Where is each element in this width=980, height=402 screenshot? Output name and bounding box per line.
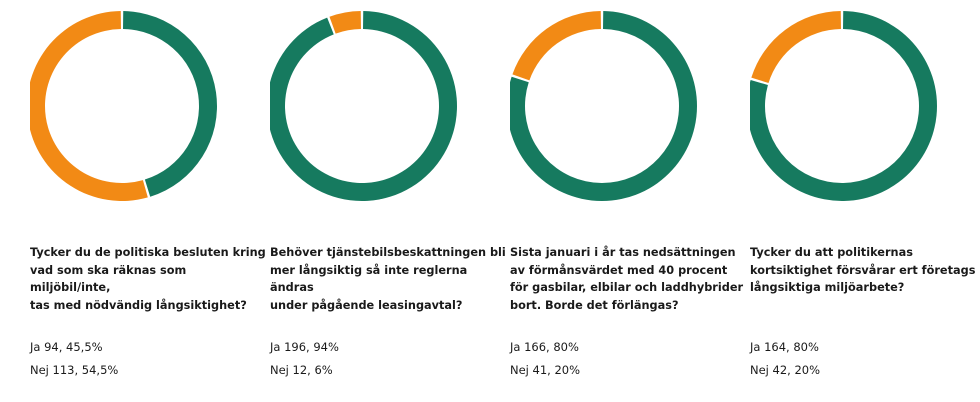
question-text-1: Tycker du de politiska besluten kring va… bbox=[30, 246, 266, 312]
question-text-2: Behöver tjänstebilsbeskattningen bli mer… bbox=[270, 246, 506, 312]
answer-nej-4: Nej 42, 20% bbox=[750, 363, 821, 377]
donut-panel-4: Tycker du att politikernas kortsiktighet… bbox=[750, 0, 980, 402]
donut-panel-3: Sista januari i år tas nedsättningen av … bbox=[510, 0, 750, 402]
answer-list-4: Ja 164, 80% Nej 42, 20% bbox=[750, 336, 820, 382]
donut-chart-4 bbox=[750, 11, 937, 201]
answer-ja-4: Ja 164, 80% bbox=[750, 340, 819, 354]
donut-2-slice-nej bbox=[329, 11, 361, 34]
question-text-4: Tycker du att politikernas kortsiktighet… bbox=[750, 246, 976, 294]
answer-ja-3: Ja 166, 80% bbox=[510, 340, 579, 354]
donut-panel-2: Behöver tjänstebilsbeskattningen bli mer… bbox=[270, 0, 510, 402]
donut-panel-1: Tycker du de politiska besluten kring va… bbox=[30, 0, 270, 402]
answer-nej-1: Nej 113, 54,5% bbox=[30, 363, 119, 377]
answer-nej-3: Nej 41, 20% bbox=[510, 363, 581, 377]
donut-chart-1 bbox=[30, 11, 218, 201]
donut-chart-3 bbox=[510, 11, 697, 201]
answer-list-3: Ja 166, 80% Nej 41, 20% bbox=[510, 336, 580, 382]
answer-ja-1: Ja 94, 45,5% bbox=[30, 340, 103, 354]
donut-1-slice-ja bbox=[123, 11, 218, 197]
donut-4-slice-nej bbox=[751, 11, 841, 84]
answer-ja-2: Ja 196, 94% bbox=[270, 340, 339, 354]
question-text-3: Sista januari i år tas nedsättningen av … bbox=[510, 246, 744, 312]
answer-nej-2: Nej 12, 6% bbox=[270, 363, 333, 377]
donut-2-slice-ja bbox=[270, 11, 457, 201]
donut-3-slice-nej bbox=[512, 11, 601, 81]
answer-list-1: Ja 94, 45,5% Nej 113, 54,5% bbox=[30, 336, 118, 382]
donut-chart-2 bbox=[270, 11, 457, 201]
answer-list-2: Ja 196, 94% Nej 12, 6% bbox=[270, 336, 339, 382]
donut-1-slice-nej bbox=[30, 11, 148, 201]
